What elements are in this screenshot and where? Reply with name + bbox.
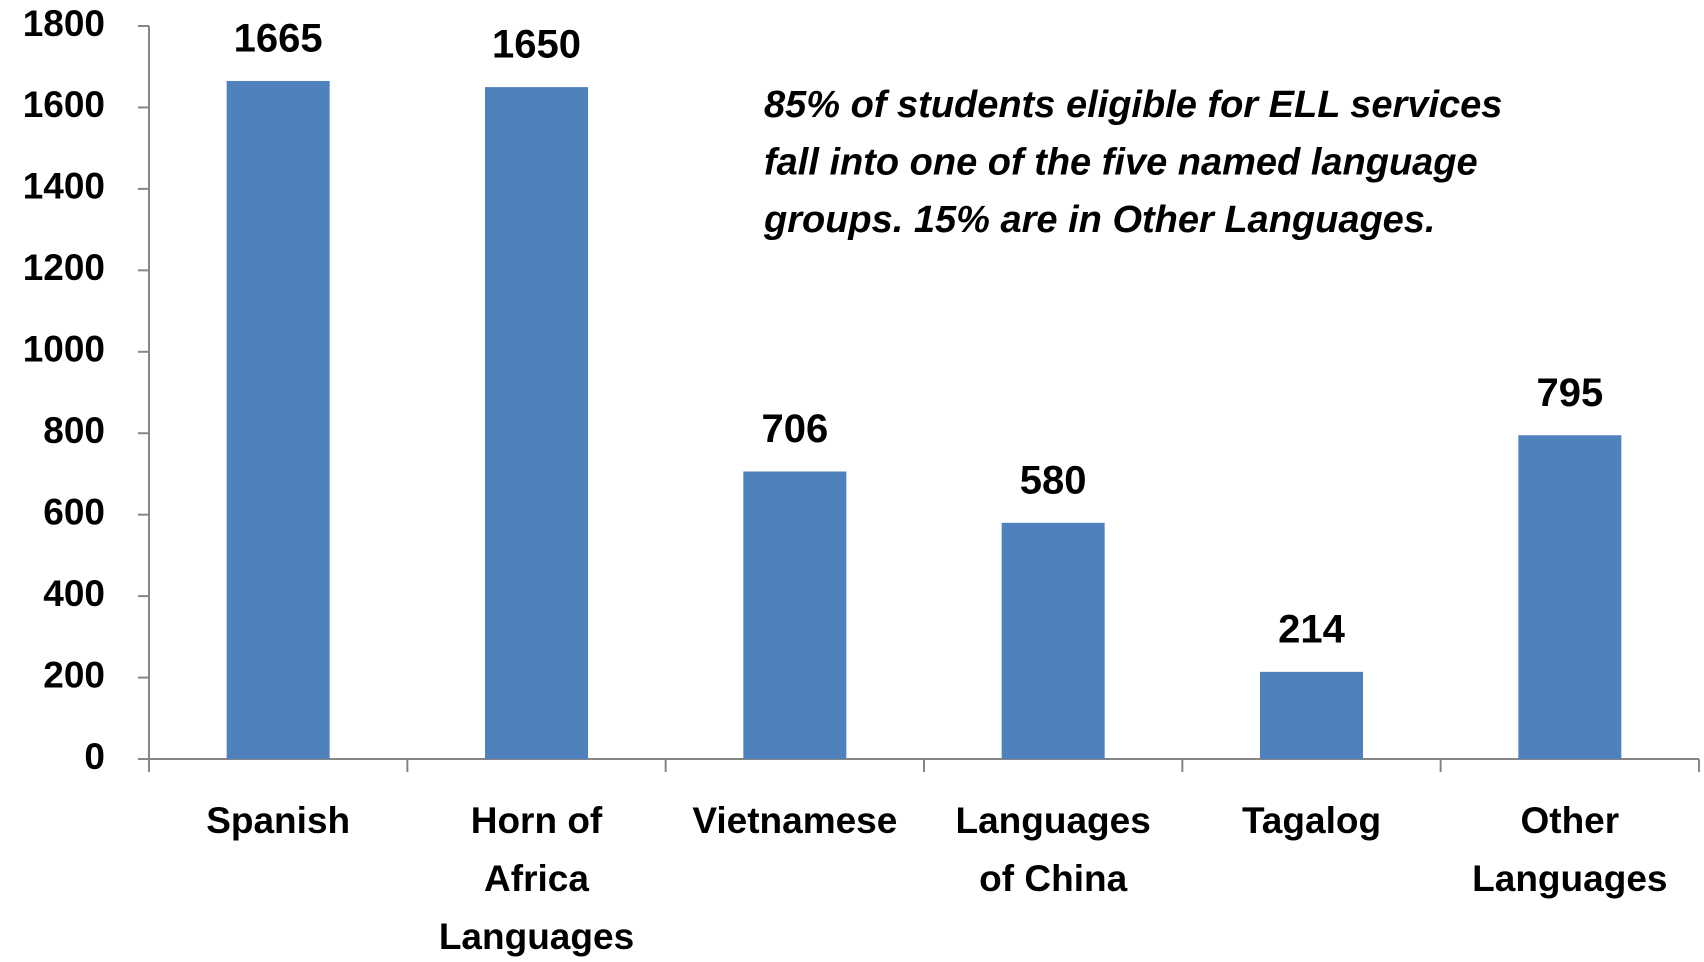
value-label: 706 — [761, 407, 828, 451]
annotation: groups. 15% are in Other Languages. — [763, 199, 1436, 241]
annotation: 85% of students eligible for ELL service… — [764, 84, 1502, 126]
value-label: 580 — [1020, 458, 1087, 502]
value-label: 214 — [1278, 607, 1345, 651]
bar — [226, 80, 330, 760]
y-tick-label: 800 — [43, 410, 105, 451]
y-tick-label: 1000 — [23, 329, 105, 370]
x-tick-label: Other Languages — [1472, 800, 1667, 899]
x-tick-label: Spanish — [206, 800, 350, 841]
bar — [743, 471, 847, 759]
bar — [1001, 522, 1105, 759]
value-label: 1650 — [492, 23, 581, 67]
y-tick-label: 1200 — [23, 247, 105, 288]
y-tick-label: 1400 — [23, 166, 105, 207]
x-tick-label: Tagalog — [1242, 800, 1381, 841]
y-tick-label: 400 — [43, 573, 105, 614]
annotation: fall into one of the five named language — [764, 142, 1478, 184]
value-label: 795 — [1536, 371, 1603, 415]
x-tick-label: Horn of Africa Languages — [439, 800, 634, 957]
x-tick-label: Vietnamese — [692, 800, 897, 841]
y-tick-label: 1600 — [23, 84, 105, 125]
value-label: 1665 — [234, 17, 323, 61]
y-tick-label: 600 — [43, 491, 105, 532]
bar — [1260, 671, 1363, 759]
bar — [485, 87, 588, 760]
x-tick-label: Languages of China — [956, 800, 1151, 899]
bar — [1518, 435, 1622, 759]
y-tick-label: 200 — [43, 654, 105, 695]
y-tick-label: 1800 — [23, 3, 105, 44]
y-tick-label: 0 — [84, 736, 105, 777]
